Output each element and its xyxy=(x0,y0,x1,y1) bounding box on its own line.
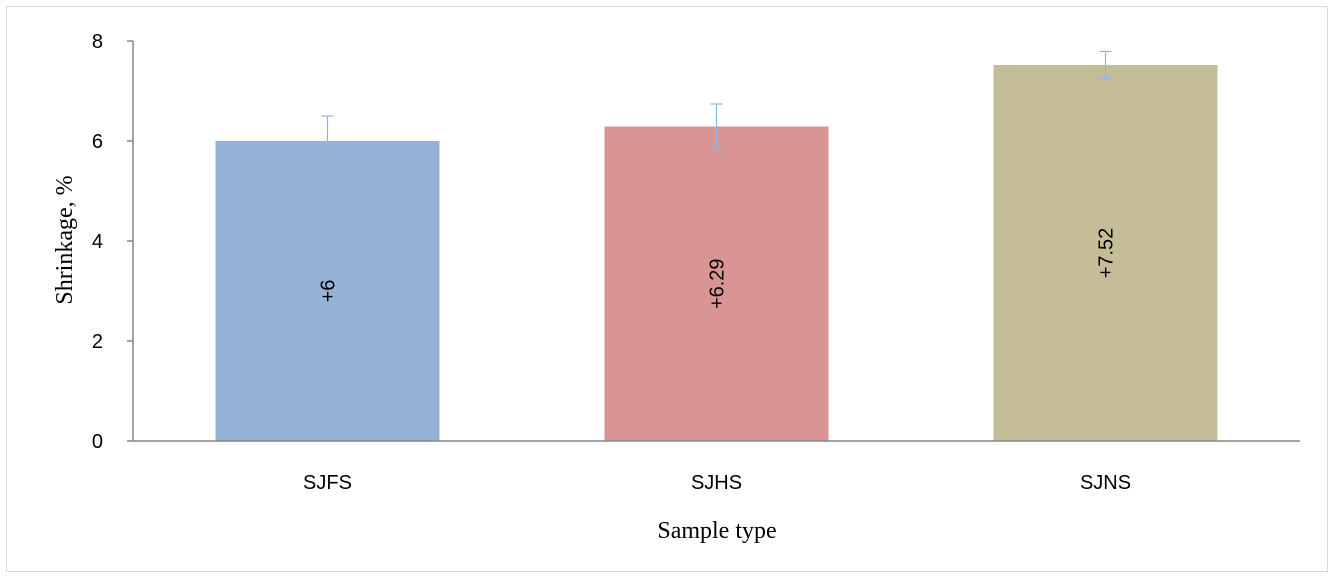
chart-frame xyxy=(6,6,1328,572)
x-category-label: SJHS xyxy=(691,472,742,494)
error-bar xyxy=(1099,50,1112,80)
bar-sjfs xyxy=(215,141,440,441)
data-labels-layer: +6 +6.29 +7.52 xyxy=(318,228,1118,309)
data-label: +6.29 xyxy=(707,258,729,309)
data-label: +7.52 xyxy=(1096,228,1118,279)
x-category-label: SJFS xyxy=(303,472,352,494)
y-tick-label: 8 xyxy=(92,31,103,53)
x-axis-categories: SJFS SJHS SJNS xyxy=(303,472,1131,494)
x-category-label: SJNS xyxy=(1080,472,1131,494)
y-tick-label: 6 xyxy=(92,131,103,153)
bars-layer xyxy=(215,65,1218,441)
bar-sjns xyxy=(993,65,1218,441)
y-tick-label: 4 xyxy=(92,231,103,253)
y-axis-title: Shrinkage, % xyxy=(52,175,78,304)
x-axis-title: Sample type xyxy=(657,518,776,544)
y-axis-ticks: 0 2 4 6 8 xyxy=(92,31,133,453)
y-tick-label: 0 xyxy=(92,431,103,453)
y-tick-label: 2 xyxy=(92,331,103,353)
error-bar xyxy=(710,103,723,150)
bar-sjhs xyxy=(604,126,829,441)
error-bars-layer xyxy=(321,50,1112,167)
error-bar xyxy=(321,115,334,167)
data-label: +6 xyxy=(318,280,340,303)
